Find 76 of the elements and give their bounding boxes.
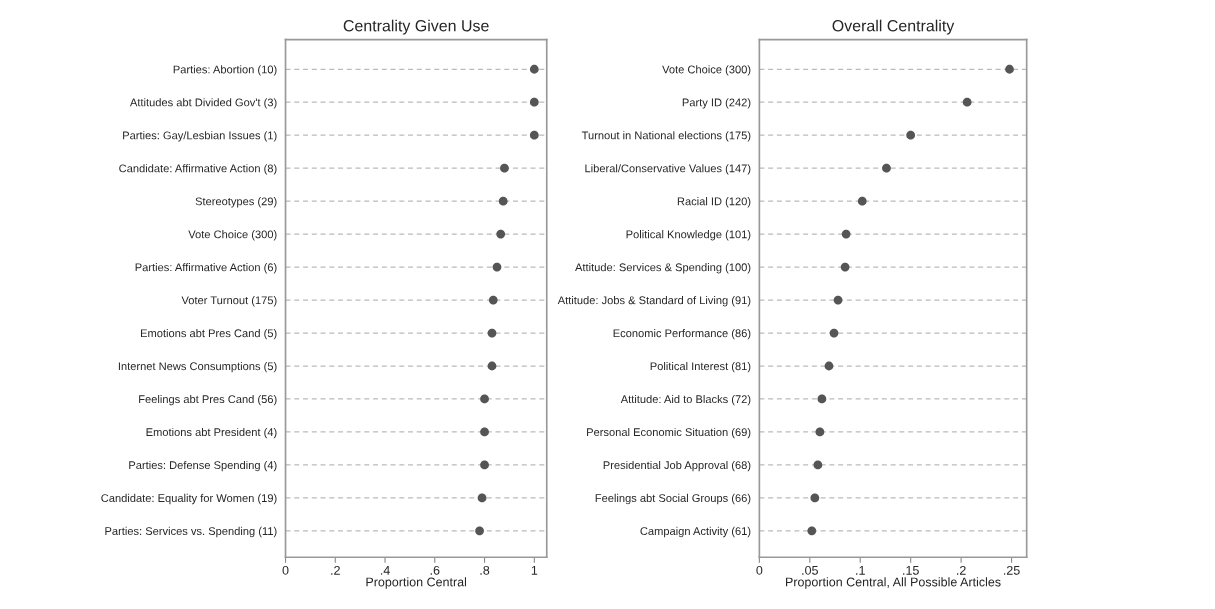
point: [492, 262, 502, 272]
y-tick-label: Political Interest (81): [650, 361, 751, 373]
point: [857, 196, 867, 206]
y-tick-label: Parties: Services vs. Spending (11): [105, 526, 277, 538]
y-tick-label: Attitude: Services & Spending (100): [575, 263, 751, 274]
point: [813, 460, 823, 470]
point: [529, 97, 539, 107]
point: [882, 163, 891, 173]
y-tick-label: Vote Choice (300): [188, 230, 277, 241]
point: [487, 361, 497, 371]
point: [480, 460, 489, 470]
y-tick-label: Economic Performance (86): [613, 329, 751, 340]
y-tick-label: Stereotypes (29): [195, 197, 277, 208]
point: [477, 493, 487, 503]
x-tick-label: .25: [1004, 565, 1020, 575]
y-tick-label: Racial ID (120): [677, 197, 751, 208]
x-tick-label: .2: [331, 565, 340, 575]
point: [829, 328, 839, 338]
x-axis-title: Proportion Central, All Possible Articles: [786, 577, 1001, 589]
point: [498, 196, 508, 206]
point: [840, 262, 850, 272]
y-tick-label: Presidential Job Approval (68): [603, 460, 751, 472]
y-tick-label: Voter Turnout (175): [181, 296, 277, 307]
y-tick-label: Party ID (242): [682, 98, 751, 109]
x-tick-label: 1: [531, 566, 538, 575]
x-tick-label: .15: [903, 566, 919, 575]
x-tick-label: 0: [756, 565, 763, 575]
x-tick-label: .05: [802, 565, 818, 575]
point: [496, 229, 506, 239]
point: [487, 328, 497, 338]
point: [488, 295, 498, 305]
x-tick-label: .4: [380, 566, 390, 575]
y-tick-label: Political Knowledge (101): [626, 230, 751, 241]
x-axis-title: Proportion Central: [366, 577, 467, 589]
x-tick-label: .6: [430, 565, 440, 575]
y-tick-label: Candidate: Equality for Women (19): [101, 493, 277, 505]
point: [1005, 64, 1014, 74]
y-tick-label: Personal Economic Situation (69): [587, 427, 751, 439]
point: [962, 97, 972, 107]
y-tick-label: Parties: Abortion (10): [173, 65, 277, 76]
point: [529, 130, 539, 140]
y-tick-label: Feelings abt Social Groups (66): [595, 493, 751, 505]
y-tick-label: Vote Choice (300): [662, 65, 751, 76]
point: [815, 427, 825, 437]
y-tick-label: Emotions abt Pres Cand (5): [141, 329, 277, 340]
y-tick-label: Candidate: Affirmative Action (8): [119, 164, 277, 175]
y-tick-label: Parties: Defense Spending (4): [129, 460, 277, 472]
point: [824, 361, 834, 371]
x-tick-label: 0: [282, 565, 289, 575]
y-tick-label: Turnout in National elections (175): [581, 131, 751, 142]
point: [475, 526, 484, 536]
x-tick-label: .8: [480, 565, 490, 575]
chart-title: Overall Centrality: [832, 19, 955, 35]
x-tick-label: .1: [856, 566, 865, 575]
y-tick-label: Attitude: Jobs & Standard of Living (91): [557, 296, 751, 307]
x-tick-label: .2: [957, 565, 966, 575]
y-tick-label: Attitudes abt Divided Gov't (3): [129, 98, 277, 109]
point: [906, 130, 916, 140]
point: [480, 394, 489, 404]
y-tick-label: Parties: Affirmative Action (6): [135, 263, 277, 274]
y-tick-label: Attitude: Aid to Blacks (72): [620, 394, 751, 406]
point: [833, 295, 843, 305]
chart-title: Centrality Given Use: [343, 19, 489, 35]
y-tick-label: Internet News Consumptions (5): [118, 361, 277, 373]
point: [807, 526, 817, 536]
y-tick-label: Parties: Gay/Lesbian Issues (1): [123, 131, 277, 142]
y-tick-label: Campaign Activity (61): [640, 526, 751, 538]
y-tick-label: Liberal/Conservative Values (147): [585, 164, 751, 175]
point: [480, 427, 489, 437]
y-tick-label: Emotions abt President (4): [146, 427, 277, 439]
point: [817, 394, 827, 404]
point: [500, 163, 509, 173]
point: [810, 493, 820, 503]
point: [841, 229, 851, 239]
y-tick-label: Feelings abt Pres Cand (56): [139, 394, 277, 406]
point: [529, 64, 539, 74]
